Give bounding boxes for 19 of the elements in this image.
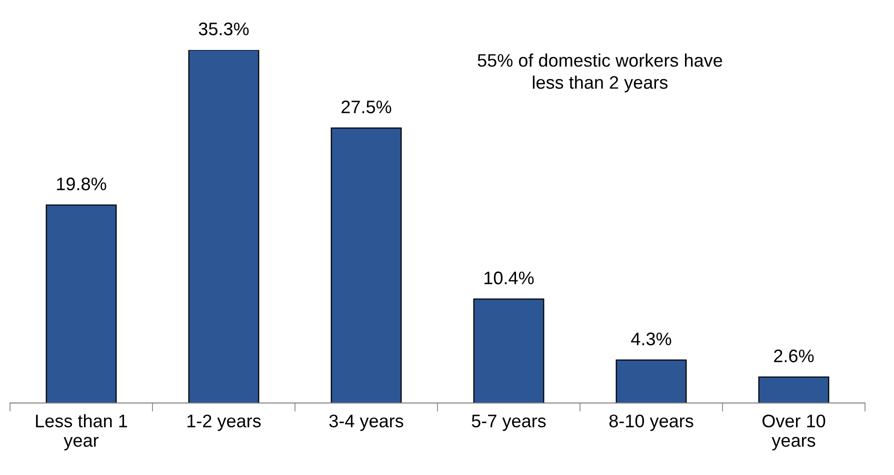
data-label: 19.8% bbox=[57, 178, 106, 190]
data-label: 4.3% bbox=[631, 332, 672, 346]
bar bbox=[616, 359, 687, 403]
data-label: 27.5% bbox=[342, 100, 392, 114]
x-tick-label: Over 10 years bbox=[762, 414, 826, 450]
x-tick-label: Less than 1 year bbox=[36, 414, 128, 450]
x-tick-label: 3-4 years bbox=[329, 414, 404, 431]
annotation: 55% of domestic workers have less than 2 years bbox=[478, 54, 722, 92]
bar bbox=[758, 376, 830, 403]
x-tick-label: 8-10 years bbox=[609, 414, 694, 431]
data-label: 35.3% bbox=[198, 22, 249, 36]
bar bbox=[330, 127, 402, 403]
x-tick-label: 1-2 years bbox=[188, 414, 261, 431]
bar bbox=[473, 298, 544, 403]
data-label: 2.6% bbox=[774, 350, 814, 362]
data-label: 10.4% bbox=[484, 272, 534, 284]
bar bbox=[188, 50, 260, 403]
x-tick-label: 5-7 years bbox=[472, 414, 546, 431]
bar bbox=[46, 204, 117, 403]
